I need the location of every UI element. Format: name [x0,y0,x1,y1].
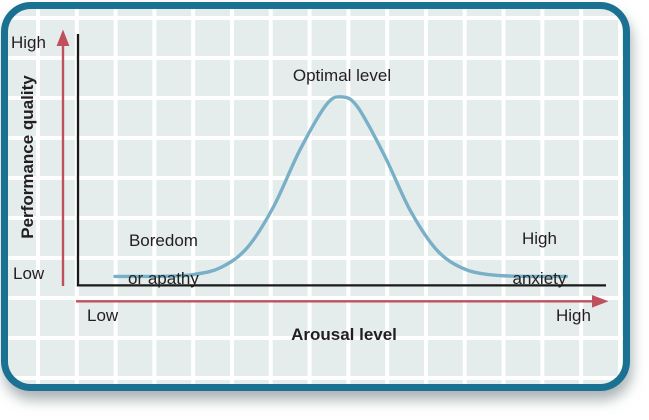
annotation-high-anxiety: High anxiety [480,209,580,309]
annotation-anxiety-line2: anxiety [512,269,567,288]
annotation-boredom-apathy: Boredom or apathy [104,212,204,307]
y-axis-arrow-head-icon [56,29,70,46]
y-axis-tick-high: High [11,33,46,52]
annotation-anxiety-line1: High [521,229,557,248]
x-axis-arrow-head-icon [592,295,609,308]
y-axis-title: Performance quality [18,75,37,239]
annotation-boredom-line2: or apathy [128,269,199,288]
performance-curve [113,95,569,279]
x-axis-tick-low: Low [87,306,119,325]
plot-frame [1,2,630,391]
x-axis-title: Arousal level [291,325,397,344]
annotation-boredom-line1: Boredom [128,231,198,250]
y-axis-tick-low: Low [13,264,45,283]
annotation-optimal-level: Optimal level [292,66,392,85]
x-axis-tick-high: High [556,306,591,325]
